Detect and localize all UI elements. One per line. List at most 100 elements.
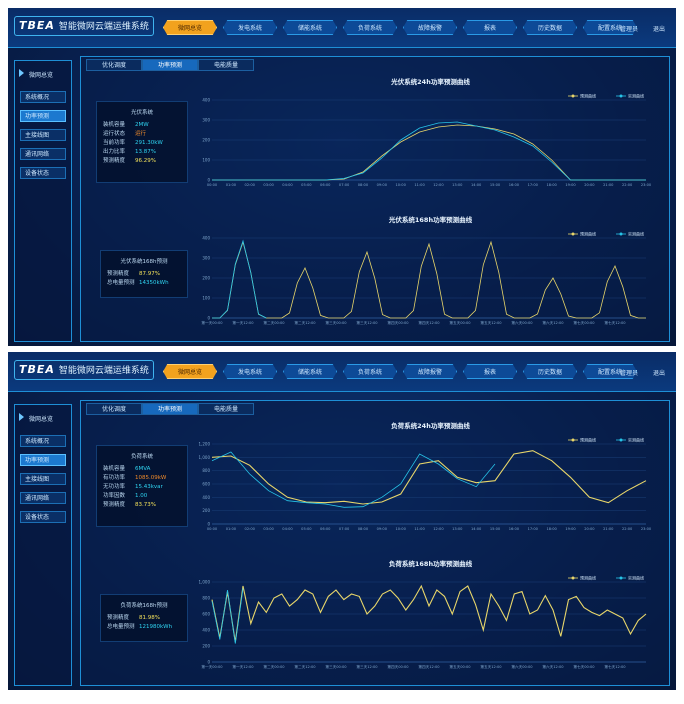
series-line [211, 584, 647, 643]
info-label: 有功功率 [103, 475, 126, 481]
info-label: 总电量预测 [107, 624, 135, 630]
nav-button[interactable]: 储能系统 [283, 20, 337, 35]
user-name[interactable]: 管理员 [620, 26, 639, 33]
info-value: 87.97% [139, 271, 160, 277]
nav-button[interactable]: 历史数据 [523, 364, 577, 379]
tab[interactable]: 功率预测 [142, 59, 198, 71]
tab[interactable]: 功率预测 [142, 403, 198, 415]
x-tick-label: 14:00 [471, 183, 482, 187]
sidebar-item[interactable]: 主接线图 [20, 473, 66, 485]
info-value: 291.30kW [135, 140, 163, 146]
sidebar-title: 微网总览 [29, 72, 54, 79]
x-tick-label: 09:00 [377, 527, 388, 531]
x-tick-label: 第三天12:00 [356, 664, 378, 669]
nav-button[interactable]: 报表 [463, 364, 517, 379]
x-tick-label: 第三天00:00 [325, 320, 347, 325]
info-row: 预测精度 96.29% [97, 157, 187, 166]
info-box: 光伏系统168h预测 预测精度 87.97% 总电量预测 14350kWh [100, 250, 188, 298]
nav-button[interactable]: 微网总览 [163, 20, 217, 35]
info-value: 96.29% [135, 158, 156, 164]
x-tick-label: 05:00 [301, 183, 312, 187]
info-row: 装机容量 2MW [97, 121, 187, 130]
y-tick-label: 0 [207, 316, 210, 321]
info-value: 1085.09kW [135, 475, 167, 481]
sidebar: 微网总览系统概况功率预测主接线图通讯网络设备状态 [14, 60, 72, 342]
x-tick-label: 第七天12:00 [604, 320, 626, 325]
x-tick-label: 09:00 [377, 183, 388, 187]
x-tick-label: 03:00 [263, 183, 274, 187]
nav-button[interactable]: 储能系统 [283, 364, 337, 379]
nav-button[interactable]: 负荷系统 [343, 20, 397, 35]
x-tick-label: 02:00 [245, 527, 256, 531]
legend-dot [571, 438, 575, 442]
nav-button[interactable]: 配置系统 [583, 20, 637, 35]
chart-title: 负荷系统168h功率预测曲线 [389, 559, 473, 568]
info-row: 有功功率 1085.09kW [97, 474, 187, 483]
y-tick-label: 100 [202, 158, 210, 163]
nav-button[interactable]: 负荷系统 [343, 364, 397, 379]
series-line [212, 124, 646, 181]
x-tick-label: 第一天00:00 [201, 664, 223, 669]
info-row: 总电量预测 14350kWh [101, 279, 187, 288]
series-line [212, 121, 646, 181]
info-title: 光伏系统 [130, 110, 153, 116]
tab[interactable]: 优化调度 [86, 59, 142, 71]
x-tick-label: 15:00 [490, 183, 501, 187]
sidebar-item[interactable]: 主接线图 [20, 129, 66, 141]
chart: 光伏系统168h功率预测曲线 0 100 200 300 400 第一天00:00 第一天12… [201, 215, 646, 325]
sidebar-item[interactable]: 系统概况 [20, 91, 66, 103]
x-tick-label: 第一天12:00 [232, 664, 254, 669]
nav-button[interactable]: 故障报警 [403, 20, 457, 35]
y-tick-label: 200 [202, 138, 210, 143]
info-label: 总电量预测 [107, 280, 135, 286]
sidebar-item[interactable]: 功率预测 [20, 110, 66, 122]
tab[interactable]: 电能质量 [198, 59, 254, 71]
info-row: 总电量预测 121980kWh [101, 623, 187, 632]
tab[interactable]: 优化调度 [86, 403, 142, 415]
logo-mark: TBEA [19, 19, 55, 32]
y-tick-label: 1,200 [199, 442, 211, 447]
user-name[interactable]: 管理员 [620, 370, 639, 377]
nav-button[interactable]: 故障报警 [403, 364, 457, 379]
sidebar-item[interactable]: 通讯网络 [20, 148, 66, 160]
sidebar-item[interactable]: 系统概况 [20, 435, 66, 447]
y-tick-label: 100 [202, 296, 210, 301]
legend-label: 预测曲线 [580, 93, 596, 99]
x-tick-label: 03:00 [263, 527, 274, 531]
x-tick-label: 第二天00:00 [263, 664, 285, 669]
nav-button[interactable]: 微网总览 [163, 364, 217, 379]
x-tick-label: 第二天12:00 [294, 664, 316, 669]
y-tick-label: 0 [207, 660, 210, 665]
x-tick-label: 22:00 [622, 183, 633, 187]
x-tick-label: 第四天12:00 [418, 320, 440, 325]
info-row: 装机容量 6MVA [97, 465, 187, 474]
nav-button[interactable]: 配置系统 [583, 364, 637, 379]
sidebar-item[interactable]: 功率预测 [20, 454, 66, 466]
nav-button[interactable]: 历史数据 [523, 20, 577, 35]
x-tick-label: 第七天00:00 [573, 320, 595, 325]
nav-button[interactable]: 发电系统 [223, 20, 277, 35]
sidebar-item[interactable]: 设备状态 [20, 167, 66, 179]
logout-link[interactable]: 退出 [653, 26, 666, 33]
dashboard-screenshot: TBEA 智能微网云端运维系统 微网总览 发电系统 储能系统 负荷系统 故障报警 报表 历史数据… [8, 352, 676, 690]
x-tick-label: 07:00 [339, 527, 350, 531]
legend-label: 实测曲线 [628, 231, 644, 237]
nav-button[interactable]: 报表 [463, 20, 517, 35]
sidebar-arrow [19, 69, 24, 77]
info-value: 运行 [135, 131, 147, 137]
y-tick-label: 800 [202, 468, 210, 473]
info-box: 负荷系统 装机容量 6MVA 有功功率 1085.09kW 无功功率 15.43kvar 功率… [96, 445, 188, 527]
logo: TBEA 智能微网云端运维系统 [14, 16, 154, 36]
chart: 光伏系统24h功率预测曲线 0 100 200 300 400 00:00 01:00 02:0… [202, 77, 652, 187]
logout-link[interactable]: 退出 [653, 370, 666, 377]
x-tick-label: 01:00 [226, 183, 237, 187]
sidebar-item[interactable]: 通讯网络 [20, 492, 66, 504]
y-tick-label: 1,000 [199, 580, 211, 585]
sidebar-item[interactable]: 设备状态 [20, 511, 66, 523]
info-value: 15.43kvar [135, 484, 163, 490]
legend-dot [619, 94, 623, 98]
app-title: 智能微网云端运维系统 [58, 22, 149, 32]
info-row: 当前功率 291.30kW [97, 139, 187, 148]
nav-button[interactable]: 发电系统 [223, 364, 277, 379]
tab[interactable]: 电能质量 [198, 403, 254, 415]
